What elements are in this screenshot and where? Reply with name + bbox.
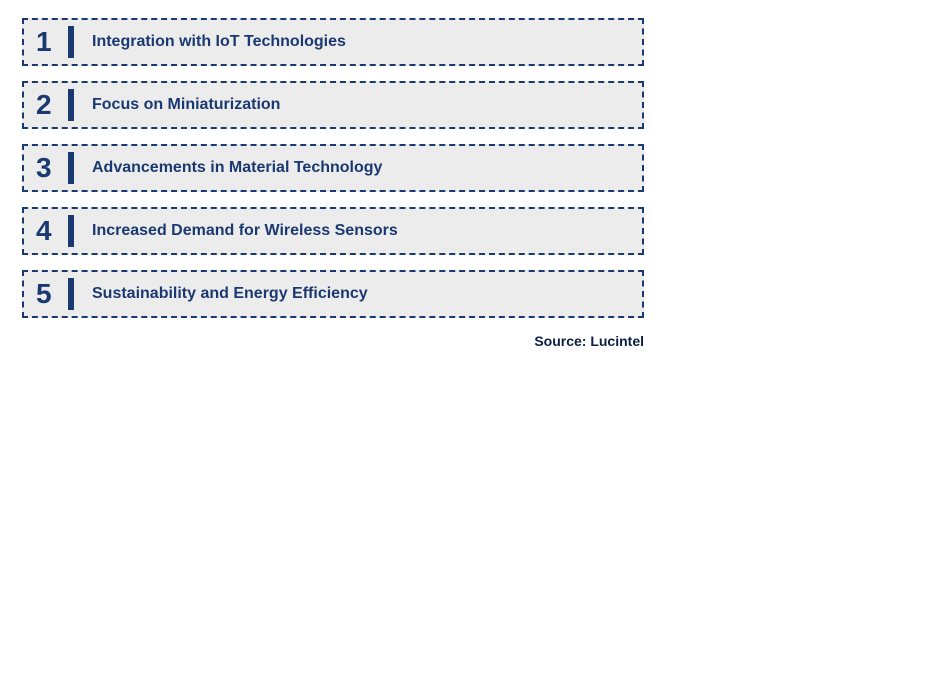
numbered-list: 1 Integration with IoT Technologies 2 Fo… xyxy=(22,18,644,318)
list-item: 2 Focus on Miniaturization xyxy=(22,81,644,129)
list-item: 1 Integration with IoT Technologies xyxy=(22,18,644,66)
list-item: 4 Increased Demand for Wireless Sensors xyxy=(22,207,644,255)
item-label: Advancements in Material Technology xyxy=(92,159,382,177)
item-label: Integration with IoT Technologies xyxy=(92,33,346,51)
item-label: Sustainability and Energy Efficiency xyxy=(92,285,368,303)
item-label: Increased Demand for Wireless Sensors xyxy=(92,222,398,240)
item-number: 4 xyxy=(36,215,68,247)
list-item: 3 Advancements in Material Technology xyxy=(22,144,644,192)
vertical-divider-icon xyxy=(68,152,74,184)
vertical-divider-icon xyxy=(68,278,74,310)
vertical-divider-icon xyxy=(68,215,74,247)
item-number: 2 xyxy=(36,89,68,121)
item-number: 1 xyxy=(36,26,68,58)
vertical-divider-icon xyxy=(68,26,74,58)
vertical-divider-icon xyxy=(68,89,74,121)
item-label: Focus on Miniaturization xyxy=(92,96,280,114)
item-number: 5 xyxy=(36,278,68,310)
source-attribution: Source: Lucintel xyxy=(22,333,644,349)
list-item: 5 Sustainability and Energy Efficiency xyxy=(22,270,644,318)
item-number: 3 xyxy=(36,152,68,184)
